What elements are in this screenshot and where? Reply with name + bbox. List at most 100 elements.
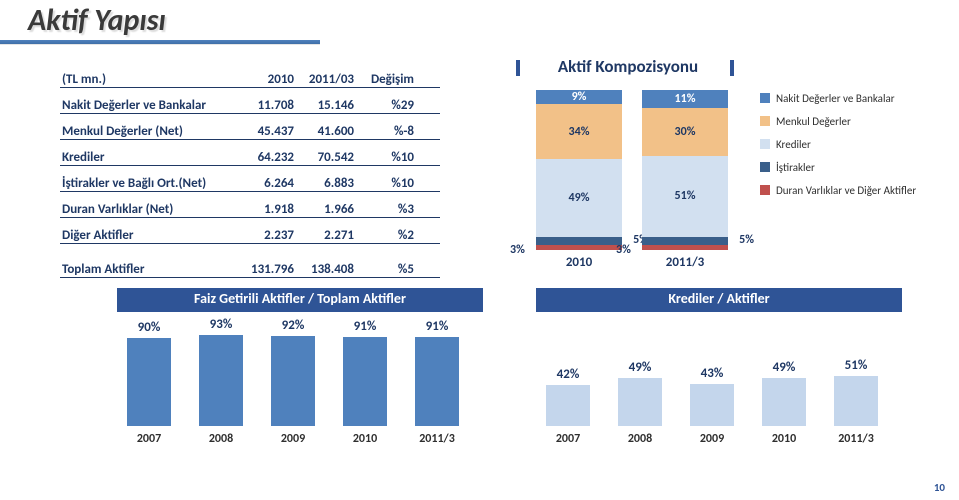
table-cell: Krediler xyxy=(60,150,240,165)
panel-krediler-aktifler: Krediler / Aktifler 42%200749%200843%200… xyxy=(536,288,902,446)
bar-year-label: 2008 xyxy=(618,432,662,446)
legend-label: Menkul Değerler xyxy=(776,115,851,128)
composition-stack: 11%30%51%5%3%2011/3 xyxy=(642,90,728,250)
legend-item: Nakit Değerler ve Bankalar xyxy=(760,92,920,105)
table-cell: Duran Varlıklar (Net) xyxy=(60,202,240,217)
segment-label: 3% xyxy=(510,243,525,257)
segment-label: 49% xyxy=(569,191,590,205)
composition-stack: 9%34%49%5%3%2010 xyxy=(536,90,622,250)
table-header-row: (TL mn.) 2010 2011/03 Değişim xyxy=(60,62,440,88)
composition-segment: 5% xyxy=(642,237,728,245)
composition-segment: 34% xyxy=(536,104,622,158)
title-row: Aktif Yapısı Aktif Yapısı xyxy=(0,0,959,48)
legend-swatch xyxy=(760,139,770,149)
page-title: Aktif Yapısı xyxy=(28,2,166,39)
total-2011: 138.408 xyxy=(300,262,360,277)
bar-value-label: 43% xyxy=(690,366,734,381)
composition-title: Aktif Kompozisyonu xyxy=(526,56,730,77)
table-cell: %10 xyxy=(360,150,420,165)
bars-left: 90%200793%200892%200991%201091%2011/3 xyxy=(117,326,483,446)
bar-year-label: 2009 xyxy=(271,432,315,446)
bar: 49%2008 xyxy=(618,378,662,426)
table-row: Nakit Değerler ve Bankalar11.70815.146%2… xyxy=(60,88,440,114)
composition-chart: Aktif Kompozisyonu 9%34%49%5%3%201011%30… xyxy=(470,56,930,282)
bar-value-label: 92% xyxy=(271,318,315,333)
bar-year-label: 2011/3 xyxy=(834,432,878,446)
composition-legend: Nakit Değerler ve Bankalar Menkul Değerle… xyxy=(760,92,920,207)
table-cell: 1.966 xyxy=(300,202,360,217)
bars-right: 42%200749%200843%200949%201051%2011/3 xyxy=(536,326,902,446)
bar-year-label: 2009 xyxy=(690,432,734,446)
hdr-change: Değişim xyxy=(360,72,420,87)
panel-title-left-text: Faiz Getirili Aktifler / Toplam Aktifler xyxy=(117,290,483,307)
table-row: Diğer Aktifler2.2372.271%2 xyxy=(60,218,440,244)
bar: 42%2007 xyxy=(546,385,590,426)
table-row: Duran Varlıklar (Net)1.9181.966%3 xyxy=(60,192,440,218)
composition-segment: 11% xyxy=(642,90,728,108)
bar-value-label: 91% xyxy=(343,319,387,334)
table-cell: 70.542 xyxy=(300,150,360,165)
bar: 93%2008 xyxy=(199,335,243,426)
panel-title-right-text: Krediler / Aktifler xyxy=(536,290,902,307)
table-cell: 6.264 xyxy=(240,176,300,191)
table-cell: 11.708 xyxy=(240,98,300,113)
table-cell: 6.883 xyxy=(300,176,360,191)
bar: 92%2009 xyxy=(271,336,315,426)
composition-segment: 3% xyxy=(536,245,622,250)
stack-year-label: 2010 xyxy=(536,255,622,270)
bar-value-label: 51% xyxy=(834,358,878,373)
composition-body: 9%34%49%5%3%201011%30%51%5%3%2011/3 xyxy=(516,86,740,272)
total-2010: 131.796 xyxy=(240,262,300,277)
bar-year-label: 2010 xyxy=(762,432,806,446)
table-cell: 2.271 xyxy=(300,228,360,243)
composition-segment: 30% xyxy=(642,108,728,156)
table-cell: 41.600 xyxy=(300,124,360,139)
title-underline xyxy=(0,40,320,44)
page-number: 10 xyxy=(934,481,945,494)
legend-item: Menkul Değerler xyxy=(760,115,920,128)
table-cell: Diğer Aktifler xyxy=(60,228,240,243)
data-table: (TL mn.) 2010 2011/03 Değişim Nakit Değe… xyxy=(60,62,440,278)
bar: 51%2011/3 xyxy=(834,376,878,426)
segment-label: 11% xyxy=(675,92,696,106)
legend-label: Duran Varlıklar ve Diğer Aktifler xyxy=(776,184,916,197)
segment-label: 51% xyxy=(675,189,696,203)
composition-segment: 9% xyxy=(536,90,622,104)
bar-value-label: 93% xyxy=(199,317,243,332)
bar-year-label: 2007 xyxy=(127,432,171,446)
panel-faiz-getirili: Faiz Getirili Aktifler / Toplam Aktifler… xyxy=(117,288,483,446)
hdr-2011: 2011/03 xyxy=(300,72,360,87)
bar-value-label: 42% xyxy=(546,367,590,382)
table-cell: 1.918 xyxy=(240,202,300,217)
bar-value-label: 49% xyxy=(618,360,662,375)
bar-year-label: 2007 xyxy=(546,432,590,446)
panel-title-right: Krediler / Aktifler xyxy=(536,288,902,312)
bar-value-label: 91% xyxy=(415,319,459,334)
table-row: Menkul Değerler (Net)45.43741.600%-8 xyxy=(60,114,440,140)
bar: 90%2007 xyxy=(127,338,171,426)
table-row: İştirakler ve Bağlı Ort.(Net)6.2646.883%… xyxy=(60,166,440,192)
legend-label: Krediler xyxy=(776,138,811,151)
table-cell: %-8 xyxy=(360,124,420,139)
composition-title-wrap: Aktif Kompozisyonu xyxy=(470,56,930,86)
composition-segment: 5% xyxy=(536,237,622,245)
table-cell: 45.437 xyxy=(240,124,300,139)
segment-label: 5% xyxy=(739,233,754,247)
legend-item: Duran Varlıklar ve Diğer Aktifler xyxy=(760,184,920,197)
bar-value-label: 49% xyxy=(762,360,806,375)
hdr-2010: 2010 xyxy=(240,72,300,87)
bar: 43%2009 xyxy=(690,384,734,426)
bar-year-label: 2011/3 xyxy=(415,432,459,446)
panel-title-left: Faiz Getirili Aktifler / Toplam Aktifler xyxy=(117,288,483,312)
table-row: Krediler64.23270.542%10 xyxy=(60,140,440,166)
legend-swatch xyxy=(760,162,770,172)
table-cell: 64.232 xyxy=(240,150,300,165)
bar: 91%2011/3 xyxy=(415,337,459,426)
bar: 49%2010 xyxy=(762,378,806,426)
upper-section: (TL mn.) 2010 2011/03 Değişim Nakit Değe… xyxy=(0,56,959,282)
bar-year-label: 2010 xyxy=(343,432,387,446)
table-total-row: Toplam Aktifler 131.796 138.408 %5 xyxy=(60,252,440,278)
segment-label: 9% xyxy=(572,90,587,104)
table-cell: Nakit Değerler ve Bankalar xyxy=(60,98,240,113)
composition-segment: 3% xyxy=(642,245,728,250)
